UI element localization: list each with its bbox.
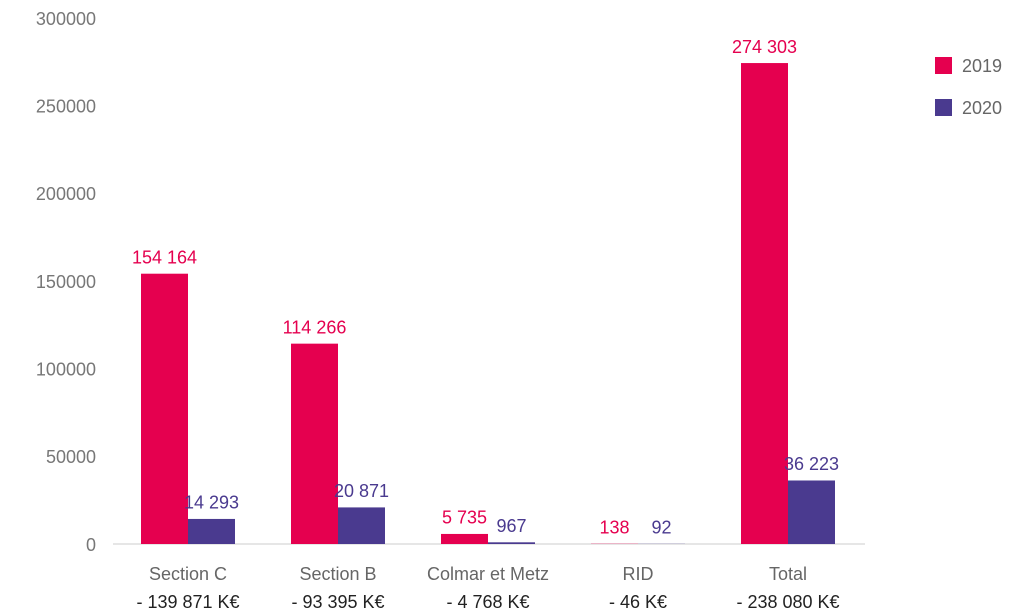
- bar: [141, 273, 188, 544]
- bar: [441, 533, 488, 544]
- x-tick-label: RID: [623, 564, 654, 584]
- x-tick-label: Total: [769, 564, 807, 584]
- legend-swatch: [935, 99, 952, 116]
- value-label: 138: [599, 518, 629, 538]
- bar: [291, 343, 338, 544]
- y-tick-label: 250000: [36, 96, 96, 116]
- x-tick-label: Section B: [299, 564, 376, 584]
- x-tick-label: Section C: [149, 564, 227, 584]
- category-note: - 93 395 K€: [291, 592, 384, 612]
- bar: [188, 518, 235, 544]
- bar: [488, 542, 535, 544]
- value-label: 20 871: [334, 481, 389, 501]
- value-label: 967: [496, 516, 526, 536]
- category-note: - 46 K€: [609, 592, 667, 612]
- y-tick-label: 150000: [36, 272, 96, 292]
- x-tick-label: Colmar et Metz: [427, 564, 549, 584]
- y-tick-label: 0: [86, 535, 96, 555]
- value-label: 14 293: [184, 493, 239, 513]
- value-label: 114 266: [283, 317, 347, 337]
- y-tick-label: 200000: [36, 184, 96, 204]
- category-note: - 4 768 K€: [446, 592, 529, 612]
- value-label: 154 164: [132, 247, 197, 267]
- bar: [741, 63, 788, 544]
- value-label: 5 735: [442, 508, 487, 528]
- category-note: - 139 871 K€: [136, 592, 239, 612]
- legend-swatch: [935, 57, 952, 74]
- value-label: 36 223: [784, 454, 839, 474]
- y-tick-label: 300000: [36, 9, 96, 29]
- y-tick-label: 100000: [36, 359, 96, 379]
- legend-label: 2019: [962, 56, 1002, 76]
- category-note: - 238 080 K€: [736, 592, 839, 612]
- bar: [338, 507, 385, 544]
- y-tick-label: 50000: [46, 447, 96, 467]
- legend-label: 2020: [962, 98, 1002, 118]
- bar: [788, 480, 835, 544]
- value-label: 274 303: [732, 37, 797, 57]
- value-label: 92: [651, 518, 671, 538]
